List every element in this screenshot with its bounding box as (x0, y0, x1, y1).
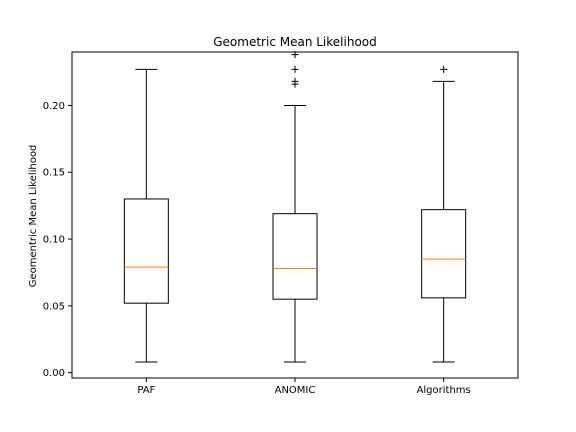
y-tick-label: 0.15 (43, 168, 65, 179)
x-tick-label: PAF (137, 385, 155, 396)
outlier-point (291, 77, 299, 85)
y-tick-label: 0.10 (43, 235, 65, 246)
outlier-point (291, 65, 299, 73)
plot-area: 0.00 0.05 0.10 0.15 0.20 PAF ANOMIC Algorithms (43, 51, 471, 396)
y-axis-label: Geomentric Mean Likelihood (28, 145, 39, 288)
box-iqr (123, 198, 169, 304)
y-tick-label: 0.20 (43, 101, 65, 112)
x-tick-label: ANOMIC (275, 385, 316, 396)
box-iqr (272, 213, 318, 300)
axes-frame (71, 51, 519, 379)
chart-title: Geometric Mean Likelihood (213, 35, 377, 49)
y-tick-label: 0.05 (43, 301, 65, 312)
x-tick-label: Algorithms (417, 385, 471, 396)
y-tick-label: 0.00 (43, 368, 65, 379)
box-iqr (421, 209, 467, 299)
outlier-point (440, 65, 448, 73)
